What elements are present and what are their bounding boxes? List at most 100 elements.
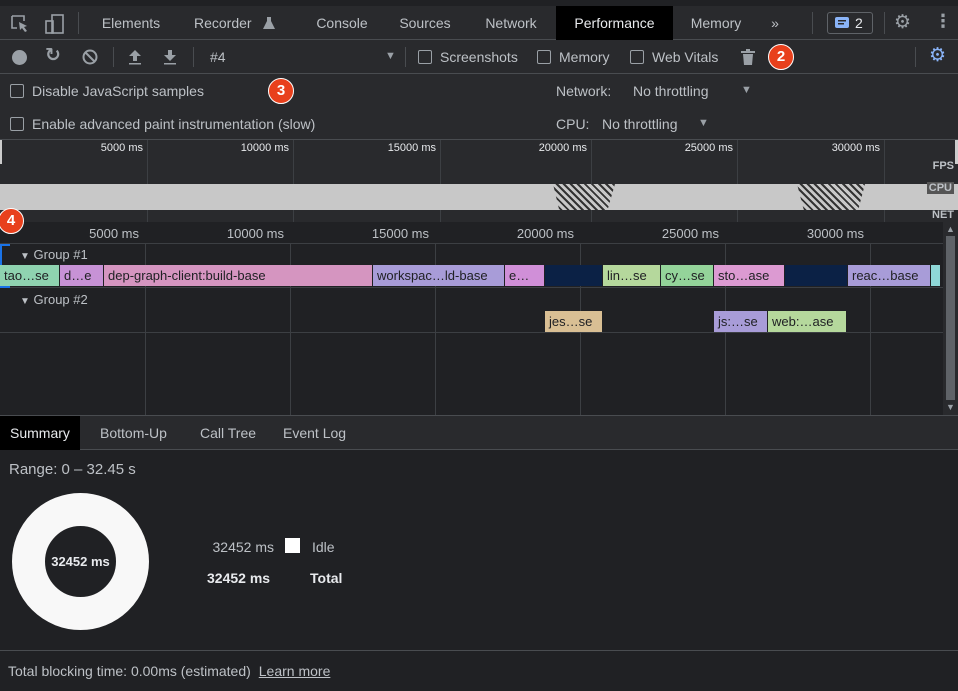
tab-console[interactable]: Console bbox=[316, 15, 368, 31]
annotation-badge: 4 bbox=[0, 208, 24, 234]
range-handle-left[interactable] bbox=[0, 140, 2, 164]
web-vitals-label: Web Vitals bbox=[652, 49, 719, 65]
flame-event-bar[interactable]: sto…ase bbox=[714, 265, 785, 286]
flame-event-bar[interactable]: e… bbox=[505, 265, 545, 286]
flame-event-bar[interactable]: dep-graph-client:build-base bbox=[104, 265, 373, 286]
tab-network[interactable]: Network bbox=[485, 15, 537, 31]
flame-event-bar[interactable]: web:…ase bbox=[768, 311, 847, 332]
flame-scrollbar[interactable]: ▲ ▼ bbox=[943, 222, 958, 415]
cpu-activity-hatch bbox=[553, 184, 615, 210]
overview-tick: 5000 ms bbox=[100, 142, 143, 154]
flame-event-bar[interactable]: lin…se bbox=[603, 265, 661, 286]
top-strip bbox=[0, 0, 958, 6]
chevron-down-icon: ▼ bbox=[385, 50, 396, 62]
devtools-tab-bar: Elements Recorder Console Sources Networ… bbox=[0, 6, 958, 40]
range-handle-right[interactable] bbox=[955, 140, 958, 164]
device-toolbar-icon[interactable] bbox=[43, 13, 65, 35]
divider bbox=[405, 47, 406, 67]
overview-tick: 15000 ms bbox=[387, 142, 436, 154]
screenshots-checkbox[interactable] bbox=[418, 50, 432, 64]
flame-event-bar[interactable]: jes…se bbox=[545, 311, 603, 332]
scroll-down-icon[interactable]: ▼ bbox=[946, 402, 955, 412]
more-tabs-icon[interactable]: » bbox=[771, 15, 779, 31]
group-2-header[interactable]: ▼ Group #2 bbox=[20, 292, 88, 307]
more-options-icon[interactable]: ⋮ bbox=[934, 11, 952, 31]
tab-memory[interactable]: Memory bbox=[690, 15, 742, 31]
advanced-paint-checkbox[interactable] bbox=[10, 117, 24, 131]
divider bbox=[812, 12, 813, 34]
flask-icon bbox=[263, 17, 275, 29]
divider bbox=[884, 12, 885, 34]
scrollbar-thumb[interactable] bbox=[946, 236, 955, 400]
web-vitals-checkbox[interactable] bbox=[630, 50, 644, 64]
cpu-label: CPU: bbox=[556, 116, 590, 132]
details-tabs: Summary Bottom-Up Call Tree Event Log bbox=[0, 415, 958, 450]
flame-tick: 5000 ms bbox=[89, 226, 139, 241]
flame-event-bar[interactable] bbox=[785, 265, 848, 286]
flame-tick: 30000 ms bbox=[806, 226, 864, 241]
flame-chart[interactable]: 5000 ms 10000 ms 15000 ms 20000 ms 25000… bbox=[0, 222, 943, 415]
flame-event-bar[interactable]: cy…se bbox=[661, 265, 714, 286]
disable-js-samples-label: Disable JavaScript samples bbox=[32, 83, 204, 99]
flame-event-bar[interactable]: d…e bbox=[60, 265, 104, 286]
total-value: 32452 ms bbox=[207, 570, 271, 586]
annotation-badge: 2 bbox=[768, 44, 794, 70]
issues-button[interactable]: 2 bbox=[827, 12, 873, 34]
track-group-1: tao…se d…e dep-graph-client:build-base work… bbox=[0, 265, 943, 286]
range-text: Range: 0 – 32.45 s bbox=[9, 461, 136, 478]
profile-value: #4 bbox=[210, 49, 226, 65]
cpu-activity-hatch bbox=[797, 184, 865, 210]
overview-tick: 20000 ms bbox=[538, 142, 587, 154]
tab-call-tree[interactable]: Call Tree bbox=[200, 425, 257, 441]
tab-event-log[interactable]: Event Log bbox=[283, 425, 347, 441]
tab-recorder[interactable]: Recorder bbox=[194, 15, 252, 31]
tab-sources[interactable]: Sources bbox=[399, 15, 451, 31]
idle-label: Idle bbox=[312, 539, 335, 555]
cpu-label: CPU bbox=[926, 182, 954, 194]
scroll-up-icon[interactable]: ▲ bbox=[946, 224, 955, 234]
group-2-label: Group #2 bbox=[33, 292, 88, 307]
tab-bottom-up[interactable]: Bottom-Up bbox=[100, 425, 167, 441]
flame-event-bar[interactable]: tao…se bbox=[0, 265, 60, 286]
download-icon[interactable] bbox=[163, 49, 177, 65]
memory-label: Memory bbox=[559, 49, 610, 65]
advanced-paint-label: Enable advanced paint instrumentation (s… bbox=[32, 116, 316, 132]
tab-performance[interactable]: Performance bbox=[556, 6, 673, 40]
trash-icon[interactable] bbox=[741, 49, 755, 65]
clear-icon[interactable] bbox=[82, 49, 98, 65]
divider bbox=[193, 47, 194, 67]
total-blocking-time: Total blocking time: 0.00ms (estimated) bbox=[8, 663, 251, 679]
overview-tick: 10000 ms bbox=[240, 142, 289, 154]
flame-event-bar[interactable] bbox=[931, 265, 941, 286]
chevron-down-icon: ▼ bbox=[698, 117, 709, 129]
flame-event-bar[interactable]: reac…base bbox=[848, 265, 931, 286]
upload-icon[interactable] bbox=[128, 49, 142, 65]
reload-icon[interactable]: ↻ bbox=[45, 45, 61, 66]
capture-settings-gear-icon[interactable]: ⚙ bbox=[929, 45, 947, 66]
flame-event-bar[interactable]: workspac…ld-base bbox=[373, 265, 505, 286]
disable-js-samples-checkbox[interactable] bbox=[10, 84, 24, 98]
settings-gear-icon[interactable]: ⚙ bbox=[894, 12, 912, 33]
track-group-2: jes…se js:…se web:…ase bbox=[0, 311, 943, 332]
record-button[interactable] bbox=[12, 50, 27, 65]
network-throttling-select[interactable]: No throttling ▼ bbox=[626, 80, 756, 102]
idle-swatch bbox=[285, 538, 300, 553]
group-1-header[interactable]: ▼ Group #1 bbox=[20, 247, 88, 262]
tab-elements[interactable]: Elements bbox=[101, 15, 161, 31]
profile-select[interactable]: #4 ▼ bbox=[200, 46, 400, 68]
flame-event-bar[interactable]: js:…se bbox=[714, 311, 768, 332]
tab-summary[interactable]: Summary bbox=[0, 416, 80, 450]
flame-tick: 25000 ms bbox=[661, 226, 719, 241]
learn-more-link[interactable]: Learn more bbox=[258, 663, 331, 679]
inspect-element-icon[interactable] bbox=[10, 14, 30, 34]
memory-checkbox[interactable] bbox=[537, 50, 551, 64]
annotation-badge: 3 bbox=[268, 78, 294, 104]
flame-event-bar[interactable] bbox=[545, 265, 603, 286]
timeline-overview[interactable]: 5000 ms 10000 ms 15000 ms 20000 ms 25000… bbox=[0, 140, 958, 222]
total-label: Total bbox=[310, 570, 343, 586]
capture-settings-panel: Disable JavaScript samples Enable advanc… bbox=[0, 74, 958, 140]
flame-tick: 10000 ms bbox=[226, 226, 284, 241]
message-icon bbox=[835, 17, 849, 28]
flame-tick: 15000 ms bbox=[371, 226, 429, 241]
cpu-throttling-select[interactable]: No throttling ▼ bbox=[596, 113, 716, 135]
